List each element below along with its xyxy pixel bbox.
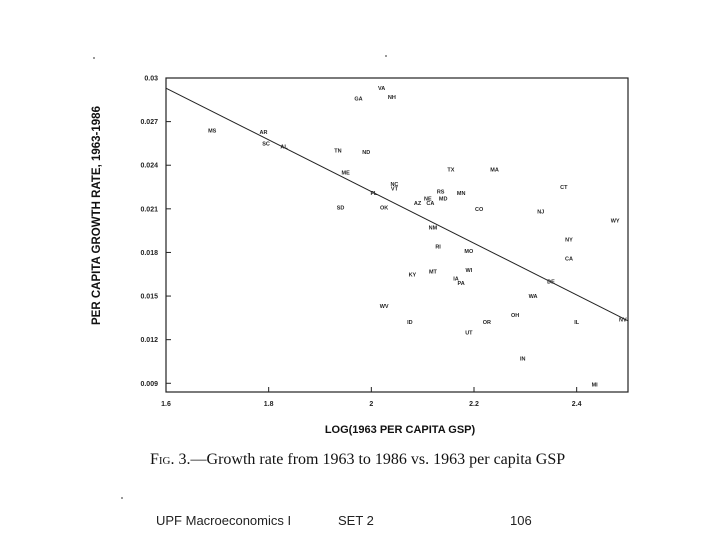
data-point-az: AZ: [414, 201, 422, 207]
data-point-ar: AR: [260, 130, 268, 136]
y-tick-label: 0.03: [144, 76, 158, 83]
data-point-mi: MI: [592, 383, 599, 389]
data-point-nh: NH: [388, 95, 396, 101]
data-point-va: VA: [378, 86, 385, 92]
plot-frame: [165, 77, 629, 393]
y-tick-label: 0.009: [140, 381, 158, 388]
data-point-rs: RS: [437, 189, 445, 195]
scan-speck: [93, 57, 95, 59]
data-point-ca: CA: [426, 201, 434, 207]
data-point-sd: SD: [337, 205, 345, 211]
y-tick-label: 0.015: [140, 294, 158, 301]
data-point-ma: MA: [490, 168, 499, 174]
data-point-ky: KY: [409, 272, 417, 278]
data-point-wa: WA: [529, 294, 538, 300]
scan-speck: [385, 55, 387, 57]
data-point-oh: OH: [511, 313, 519, 319]
x-tick-label: 2.2: [469, 401, 479, 408]
data-point-ct: CT: [560, 185, 568, 191]
data-point-ok: OK: [380, 205, 388, 211]
data-point-md: MD: [439, 197, 448, 203]
x-tick-label: 1.6: [161, 401, 171, 408]
data-point-ia: IA: [453, 277, 459, 283]
data-point-wv: WV: [380, 304, 389, 310]
data-point-tx: TX: [447, 168, 454, 174]
data-point-in: IN: [520, 357, 526, 363]
footer-page: 106: [510, 513, 532, 528]
data-point-or: OR: [483, 320, 491, 326]
data-point-nv: NV: [619, 317, 627, 323]
footer-course: UPF Macroeconomics I: [156, 513, 292, 528]
y-tick-label: 0.018: [140, 250, 158, 257]
data-point-wy: WY: [611, 218, 620, 224]
regression-line: [165, 87, 629, 322]
y-axis-label: PER CAPITA GROWTH RATE, 1963-1986: [91, 106, 103, 326]
x-tick-label: 2.4: [572, 401, 582, 408]
scan-speck: [121, 497, 123, 499]
y-tick-label: 0.027: [140, 119, 158, 126]
data-point-co: CO: [475, 207, 484, 213]
data-point-nc: NC: [390, 182, 398, 188]
data-point-mt: MT: [429, 269, 438, 275]
data-point-al: AL: [280, 144, 288, 150]
y-tick-label: 0.012: [140, 337, 158, 344]
data-point-ms: MS: [208, 128, 217, 134]
data-point-ca: CA: [565, 256, 573, 262]
figure-caption-text: —Growth rate from 1963 to 1986 vs. 1963 …: [190, 451, 566, 468]
data-point-tn: TN: [334, 149, 341, 155]
data-point-nm: NM: [429, 226, 438, 232]
data-point-ny: NY: [565, 237, 573, 243]
data-point-pa: PA: [458, 281, 465, 287]
scatter-chart: 1.6 1.8 2 2.2 2.4 0.009 0.012 0.015 0.018 0.021 0.…: [140, 76, 629, 408]
data-point-ga: GA: [354, 96, 362, 102]
footer-set: SET 2: [338, 513, 374, 528]
data-point-wi: WI: [465, 268, 472, 274]
data-point-id: ID: [407, 320, 413, 326]
figure-number: Fig. 3.: [150, 451, 191, 468]
data-point-il: IL: [574, 320, 580, 326]
data-point-nd: ND: [362, 150, 370, 156]
x-axis-label: LOG(1963 PER CAPITA GSP): [324, 424, 476, 436]
y-tick-label: 0.021: [140, 206, 158, 213]
data-point-mo: MO: [464, 249, 474, 255]
data-point-ne: NE: [424, 197, 432, 203]
data-point-me: ME: [342, 170, 351, 176]
x-tick-label: 1.8: [264, 401, 274, 408]
x-tick-label: 2: [369, 401, 373, 408]
data-point-de: DE: [547, 280, 555, 286]
data-point-ri: RI: [435, 245, 441, 251]
data-point-fl: FL: [371, 191, 378, 197]
data-point-ut: UT: [465, 330, 473, 336]
figure-caption: Fig. 3.—Growth rate from 1963 to 1986 vs…: [150, 451, 620, 469]
data-point-sc: SC: [262, 141, 270, 147]
data-point-nj: NJ: [537, 210, 544, 216]
data-point-vt: VT: [391, 186, 399, 192]
y-tick-label: 0.024: [140, 163, 158, 170]
data-point-mn: MN: [457, 191, 466, 197]
